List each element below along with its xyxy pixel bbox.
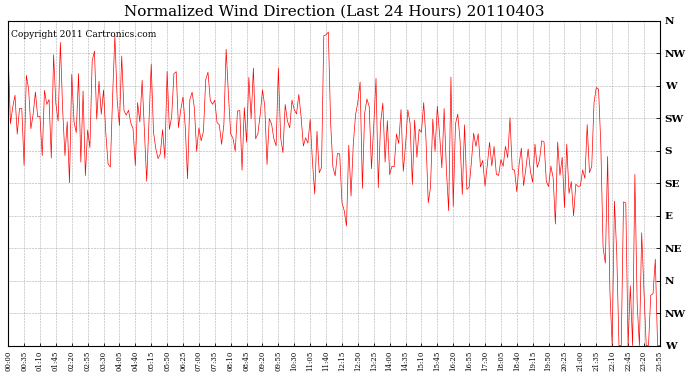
Text: Copyright 2011 Cartronics.com: Copyright 2011 Cartronics.com: [12, 30, 157, 39]
Title: Normalized Wind Direction (Last 24 Hours) 20110403: Normalized Wind Direction (Last 24 Hours…: [124, 4, 544, 18]
